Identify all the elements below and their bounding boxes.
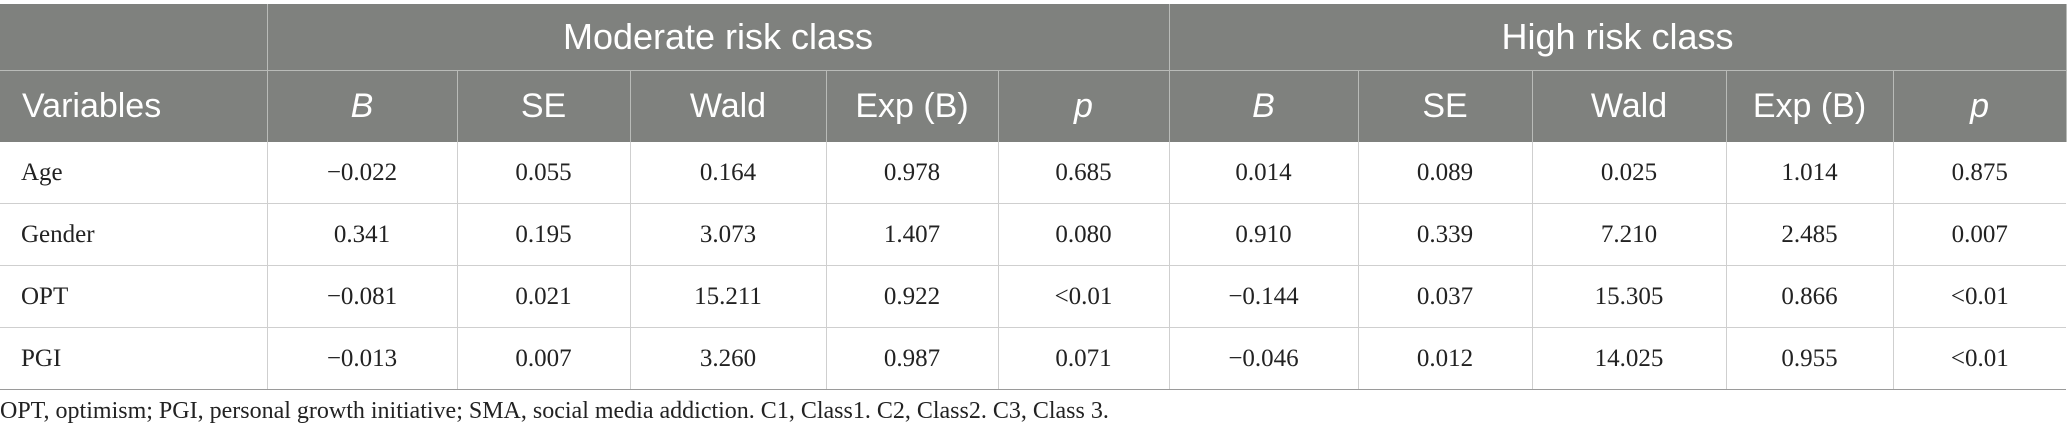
- moderate-wald-cell: 0.164: [630, 142, 827, 204]
- high-exp-b-cell: 1.014: [1726, 142, 1894, 204]
- high-exp-b-cell: 2.485: [1726, 203, 1894, 266]
- moderate-wald-cell: 15.211: [630, 265, 827, 328]
- high-b-cell: 0.910: [1169, 203, 1359, 266]
- high-se-cell: 0.089: [1358, 142, 1533, 204]
- moderate-wald-cell: 3.260: [630, 327, 827, 390]
- moderate-b-cell: −0.081: [267, 265, 458, 328]
- moderate-p-cell: <0.01: [998, 265, 1170, 328]
- column-header-row: Variables B SE Wald Exp (B) p B SE Wald …: [0, 70, 2067, 142]
- moderate-wald-cell: 3.073: [630, 203, 827, 266]
- moderate-exp-b-cell: 0.978: [826, 142, 999, 204]
- column-header-variables: Variables: [0, 70, 268, 142]
- regression-table: Moderate risk class High risk class Vari…: [0, 4, 2067, 390]
- moderate-exp-b-cell: 0.987: [826, 327, 999, 390]
- column-header-p: p: [998, 70, 1170, 142]
- high-wald-cell: 15.305: [1532, 265, 1727, 328]
- moderate-exp-b-cell: 1.407: [826, 203, 999, 266]
- column-header-wald: Wald: [630, 70, 827, 142]
- high-wald-cell: 14.025: [1532, 327, 1727, 390]
- moderate-se-cell: 0.021: [457, 265, 631, 328]
- high-b-cell: 0.014: [1169, 142, 1359, 204]
- table-row: Gender 0.341 0.195 3.073 1.407 0.080 0.9…: [0, 203, 2067, 266]
- high-se-cell: 0.339: [1358, 203, 1533, 266]
- high-b-cell: −0.046: [1169, 327, 1359, 390]
- high-b-cell: −0.144: [1169, 265, 1359, 328]
- group-header-row: Moderate risk class High risk class: [0, 4, 2067, 71]
- column-header-b: B: [1169, 70, 1359, 142]
- high-se-cell: 0.012: [1358, 327, 1533, 390]
- table-row: Age −0.022 0.055 0.164 0.978 0.685 0.014…: [0, 142, 2067, 204]
- moderate-se-cell: 0.055: [457, 142, 631, 204]
- table-row: PGI −0.013 0.007 3.260 0.987 0.071 −0.04…: [0, 327, 2067, 390]
- column-header-exp-b: Exp (B): [1726, 70, 1894, 142]
- group-header-high: High risk class: [1169, 4, 2067, 71]
- moderate-b-cell: 0.341: [267, 203, 458, 266]
- variable-cell: PGI: [0, 327, 268, 390]
- high-exp-b-cell: 0.955: [1726, 327, 1894, 390]
- high-wald-cell: 0.025: [1532, 142, 1727, 204]
- moderate-p-cell: 0.080: [998, 203, 1170, 266]
- table-row: OPT −0.081 0.021 15.211 0.922 <0.01 −0.1…: [0, 265, 2067, 328]
- moderate-p-cell: 0.685: [998, 142, 1170, 204]
- column-header-b: B: [267, 70, 458, 142]
- high-exp-b-cell: 0.866: [1726, 265, 1894, 328]
- moderate-exp-b-cell: 0.922: [826, 265, 999, 328]
- moderate-se-cell: 0.195: [457, 203, 631, 266]
- variable-cell: Age: [0, 142, 268, 204]
- high-p-cell: <0.01: [1893, 327, 2067, 390]
- column-header-se: SE: [1358, 70, 1533, 142]
- variable-cell: Gender: [0, 203, 268, 266]
- table-footnote: OPT, optimism; PGI, personal growth init…: [0, 398, 1109, 424]
- group-header-blank: [0, 4, 268, 71]
- table-header: Moderate risk class High risk class Vari…: [0, 4, 2067, 142]
- column-header-wald: Wald: [1532, 70, 1727, 142]
- column-header-p: p: [1893, 70, 2067, 142]
- high-p-cell: 0.875: [1893, 142, 2067, 204]
- moderate-p-cell: 0.071: [998, 327, 1170, 390]
- table-body: Age −0.022 0.055 0.164 0.978 0.685 0.014…: [0, 142, 2067, 390]
- high-p-cell: 0.007: [1893, 203, 2067, 266]
- moderate-se-cell: 0.007: [457, 327, 631, 390]
- high-p-cell: <0.01: [1893, 265, 2067, 328]
- column-header-se: SE: [457, 70, 631, 142]
- high-se-cell: 0.037: [1358, 265, 1533, 328]
- moderate-b-cell: −0.013: [267, 327, 458, 390]
- group-header-moderate: Moderate risk class: [267, 4, 1170, 71]
- moderate-b-cell: −0.022: [267, 142, 458, 204]
- high-wald-cell: 7.210: [1532, 203, 1727, 266]
- variable-cell: OPT: [0, 265, 268, 328]
- column-header-exp-b: Exp (B): [826, 70, 999, 142]
